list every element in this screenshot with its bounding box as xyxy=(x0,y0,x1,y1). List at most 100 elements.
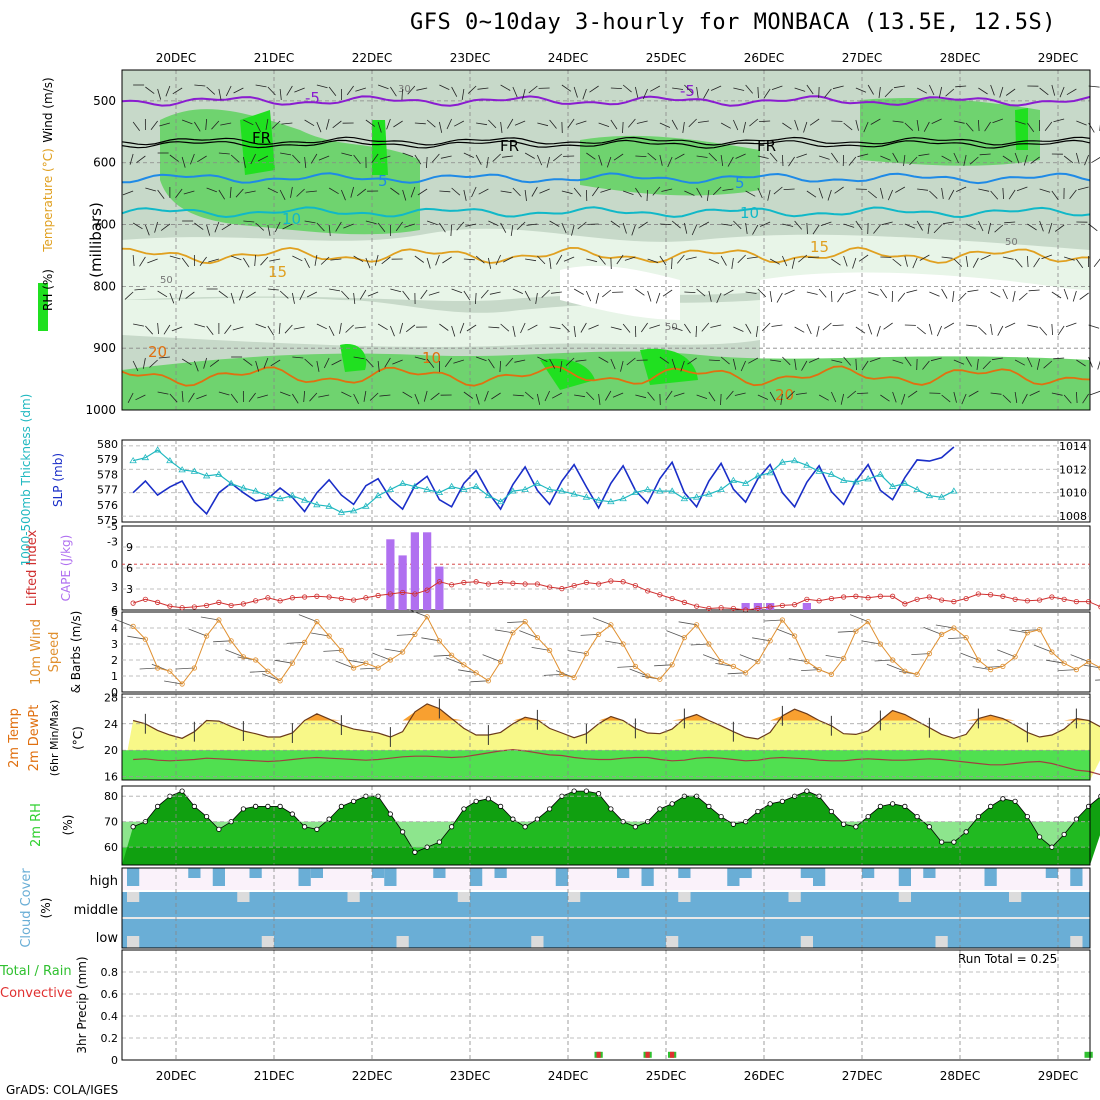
wind-barb xyxy=(279,189,286,200)
wind-barb xyxy=(708,290,712,302)
wind-barb xyxy=(495,254,501,266)
thickness-tick-label: 580 xyxy=(97,438,118,451)
wind-barb xyxy=(255,222,265,231)
wind-barb xyxy=(208,258,219,263)
wind-barb xyxy=(880,155,891,161)
wind-barb xyxy=(923,121,930,132)
lifted-index-line-point xyxy=(412,591,418,597)
lifted-index-line-point xyxy=(265,595,271,601)
wind-barb xyxy=(994,224,1004,233)
wind-barb xyxy=(261,673,281,682)
wind-barb xyxy=(938,86,943,98)
lifted-index-line-point xyxy=(767,604,773,610)
wind-barb xyxy=(635,155,647,157)
wind-barb xyxy=(439,222,446,233)
rh-line-point xyxy=(314,826,320,832)
wind-barb xyxy=(1039,87,1049,96)
wind-barb xyxy=(134,288,146,291)
wind-barb xyxy=(683,222,688,234)
wind-barb xyxy=(610,358,616,370)
thickness-line-point xyxy=(325,502,333,509)
wind-barb xyxy=(310,153,318,164)
wind-barb xyxy=(936,325,942,337)
wind-barb xyxy=(1027,223,1037,231)
wind-barb xyxy=(1039,188,1051,193)
contour-label: 10 xyxy=(740,204,759,222)
wind-barb xyxy=(1005,322,1016,328)
lifted-index-line-point xyxy=(804,596,810,602)
wind-speed-line-point xyxy=(853,628,859,634)
wind-barb xyxy=(263,357,269,369)
wind-barb xyxy=(218,391,230,396)
wind-barb xyxy=(169,393,178,403)
lifted-index-line-point xyxy=(485,581,491,587)
wind-barb xyxy=(666,630,685,638)
wind-barb xyxy=(759,221,771,227)
wind-barb xyxy=(203,357,208,369)
wind-barb xyxy=(318,394,330,398)
wind-barb xyxy=(786,390,795,400)
wind-barb xyxy=(293,326,305,330)
wind-barb xyxy=(966,324,978,327)
lifted-index-line-point xyxy=(681,599,687,605)
wind-barb xyxy=(610,119,618,130)
wind-barb xyxy=(379,394,391,397)
lifted-index-line-point xyxy=(1098,604,1100,610)
wind-barb xyxy=(788,156,795,167)
wind-barb xyxy=(884,88,893,98)
wind-barb xyxy=(528,85,538,94)
wind-barb xyxy=(652,186,661,196)
wind-barb xyxy=(687,357,697,365)
wind-speed-line-point xyxy=(939,631,945,638)
wind-barb xyxy=(524,391,534,400)
wind-barb xyxy=(788,658,807,662)
panel-frame xyxy=(121,867,1091,949)
wind-barb xyxy=(806,190,817,198)
wind-barb xyxy=(133,323,144,327)
wind-barb xyxy=(922,360,930,370)
high-cloud-bar xyxy=(641,868,654,886)
wind-barb xyxy=(745,291,757,294)
wind-barb xyxy=(1054,224,1065,232)
wind-barb xyxy=(136,155,146,163)
wind-barb xyxy=(439,323,449,331)
thickness-line-point xyxy=(129,456,137,464)
thickness-tick-label: 578 xyxy=(97,468,118,481)
wind-barb xyxy=(145,325,153,335)
wind-barb xyxy=(512,187,521,197)
wind-barb xyxy=(667,156,673,168)
wind-barb xyxy=(1028,289,1040,292)
wind-barb xyxy=(1027,122,1035,133)
thickness-line-point xyxy=(227,479,235,486)
wind-barb xyxy=(267,86,276,96)
wind-barb xyxy=(748,357,759,364)
rh-line-point xyxy=(865,813,871,820)
wind-speed-line-point xyxy=(155,665,161,671)
wind-barb xyxy=(165,85,171,97)
cloud-axis-label: Cloud Cover xyxy=(19,868,34,948)
wind-barb xyxy=(549,257,552,269)
wind-barb xyxy=(696,86,699,98)
wind-barb xyxy=(647,258,659,263)
cape-tick-label: 6 xyxy=(126,562,133,575)
wind-barb xyxy=(870,118,881,125)
wind-speed-line-point xyxy=(167,668,173,674)
wind-barb xyxy=(861,360,869,371)
wind-barb xyxy=(243,119,254,126)
wind-barb xyxy=(218,189,226,200)
wind-barb xyxy=(561,323,570,333)
wind-barb xyxy=(752,224,759,235)
wind-barb xyxy=(659,154,663,166)
thickness-line-point xyxy=(852,478,860,485)
temperature-contour xyxy=(121,95,1091,107)
thickness-line-point xyxy=(313,501,321,508)
wind-barb xyxy=(734,392,746,396)
wind-barb xyxy=(341,189,346,201)
wind-barb xyxy=(697,120,709,123)
wind-barb xyxy=(194,84,206,87)
wind-barb xyxy=(671,257,673,270)
wind-barb xyxy=(868,291,879,296)
lifted-tick-label: 6 xyxy=(111,604,118,617)
wind-barb xyxy=(363,390,367,402)
wind-barb xyxy=(1091,157,1100,164)
